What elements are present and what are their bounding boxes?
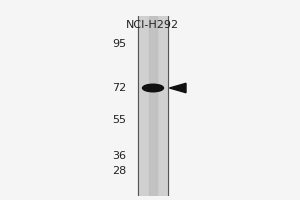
Text: 36: 36 (112, 151, 126, 161)
Text: NCI-H292: NCI-H292 (126, 20, 179, 30)
Text: 28: 28 (112, 166, 126, 176)
Polygon shape (169, 83, 186, 93)
Text: 72: 72 (112, 83, 126, 93)
Text: 95: 95 (112, 39, 126, 49)
Text: 55: 55 (112, 115, 126, 125)
Ellipse shape (142, 84, 164, 92)
Bar (149, 16, 157, 196)
Bar (138, 16, 168, 196)
